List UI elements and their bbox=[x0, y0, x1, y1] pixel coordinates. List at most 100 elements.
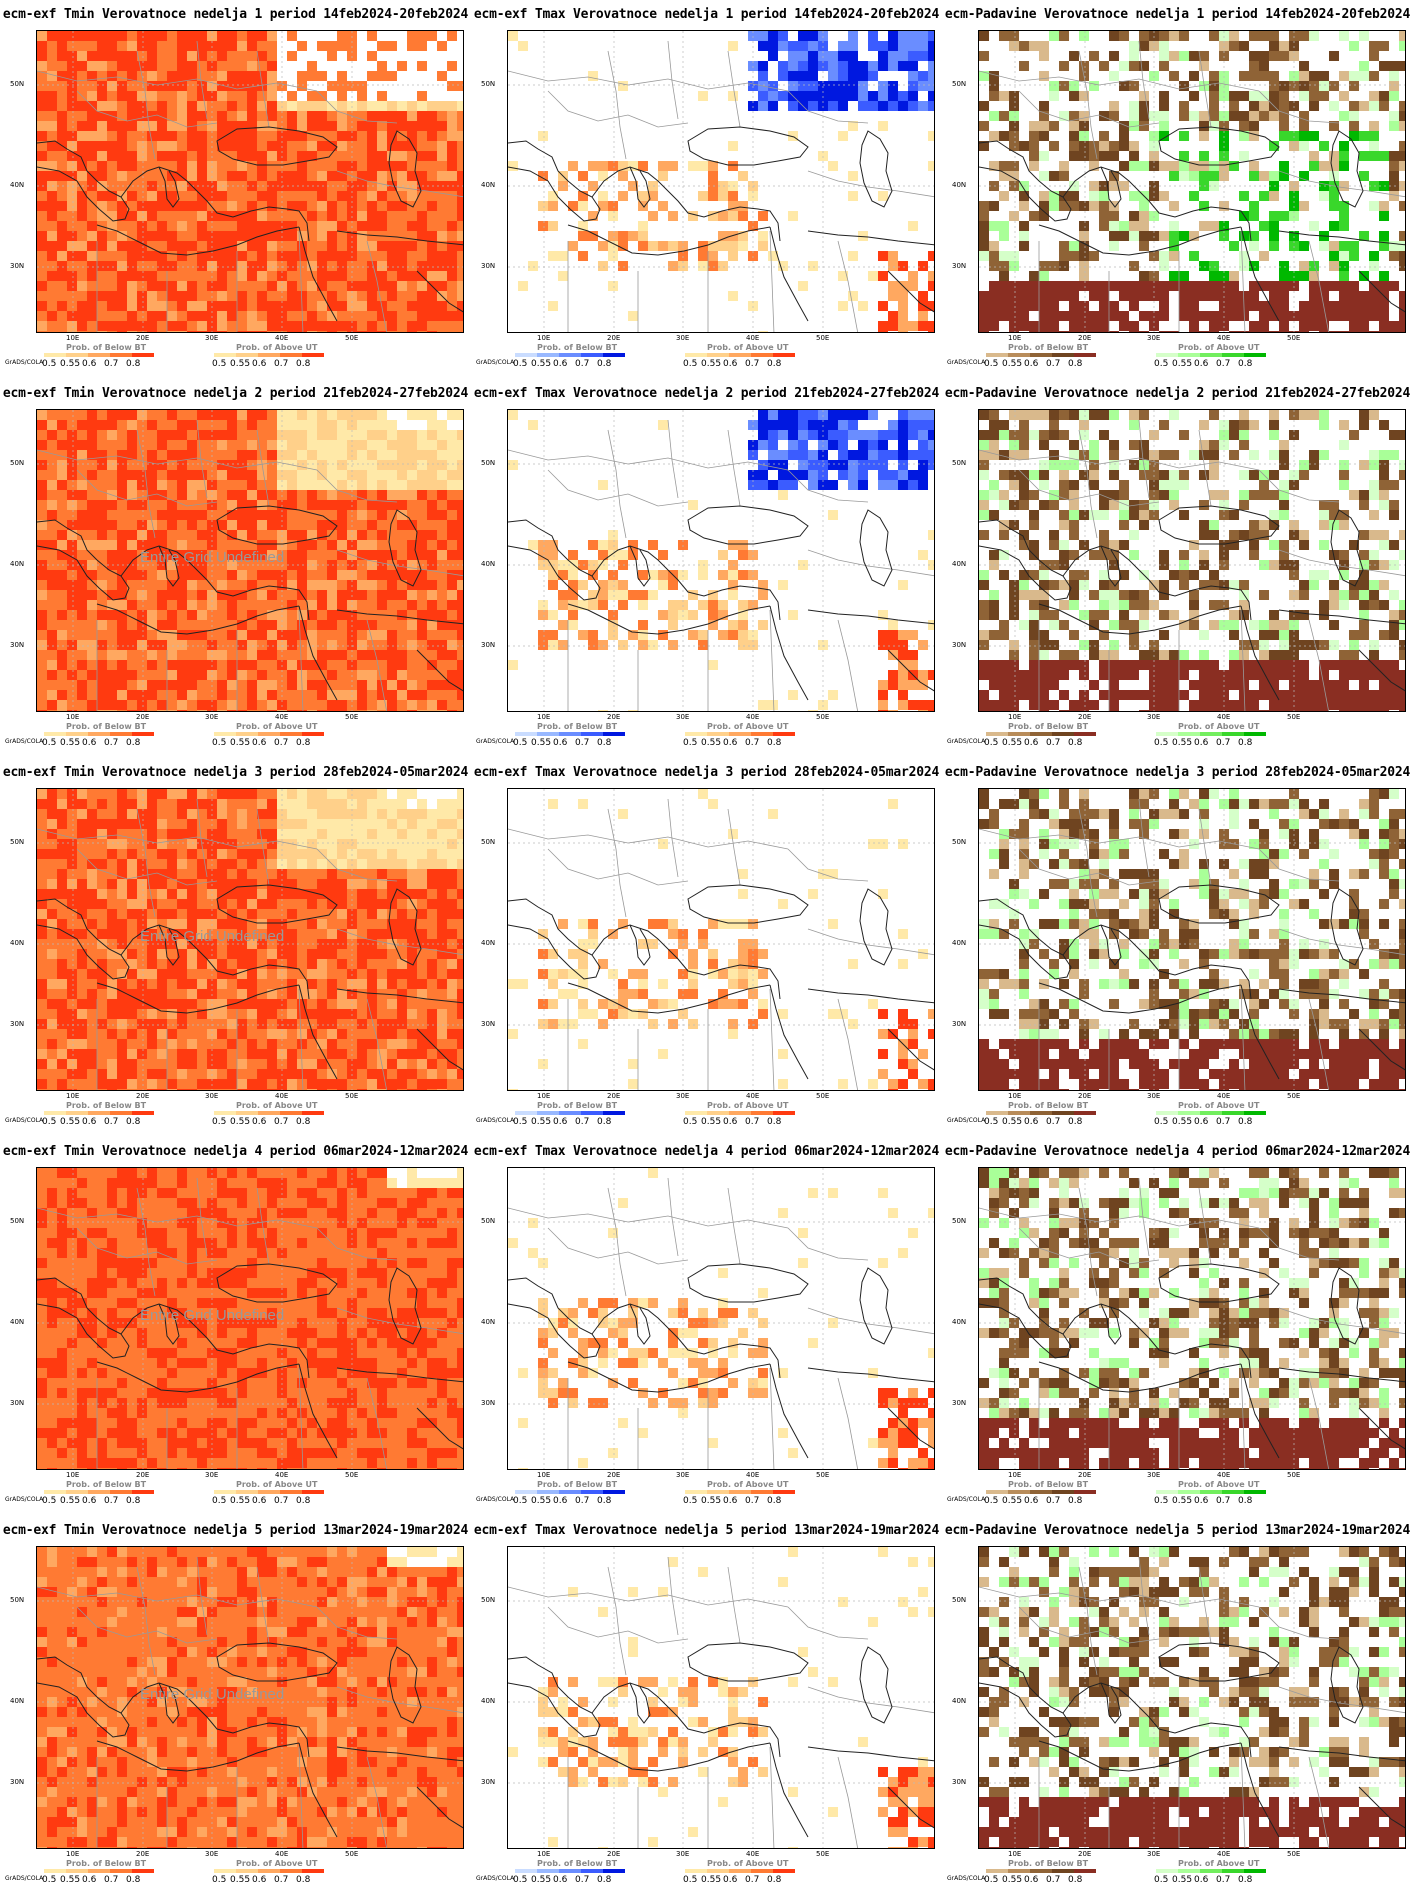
legend-swatch bbox=[1008, 1869, 1030, 1873]
legend-swatch bbox=[1030, 732, 1052, 736]
legend-tick-label: 0.6 bbox=[723, 1496, 738, 1506]
legend-tick-label: 0.5 bbox=[513, 738, 528, 748]
longitude-label: 10E bbox=[537, 1850, 551, 1858]
legend-swatch bbox=[707, 1869, 729, 1873]
longitude-label: 40E bbox=[746, 713, 760, 721]
latitude-label: 50N bbox=[481, 1596, 496, 1604]
map-field bbox=[37, 789, 463, 1090]
legend-ticks: 0.5 0.55 0.6 0.7 0.8 bbox=[683, 1875, 789, 1885]
longitude-label: 40E bbox=[746, 1471, 760, 1479]
legend-swatch bbox=[1074, 1490, 1096, 1494]
legend-swatch bbox=[214, 353, 236, 357]
longitude-label: 10E bbox=[66, 713, 80, 721]
legend-ticks: 0.5 0.55 0.6 0.7 0.8 bbox=[212, 1875, 318, 1885]
latitude-label: 30N bbox=[952, 641, 967, 649]
legend-tick-label: 0.7 bbox=[1046, 738, 1061, 748]
legend-swatch bbox=[1052, 353, 1074, 357]
legend-above: Prob. of Above UT 0.5 0.55 0.6 0.7 0.8 bbox=[683, 1859, 825, 1891]
legend-ticks: 0.5 0.55 0.6 0.7 0.8 bbox=[984, 1875, 1090, 1885]
longitude-label: 10E bbox=[1008, 1092, 1022, 1100]
legend-swatch bbox=[1244, 1869, 1266, 1873]
legend-swatch bbox=[1200, 732, 1222, 736]
longitude-label: 20E bbox=[1078, 1471, 1092, 1479]
latitude-label: 50N bbox=[481, 1217, 496, 1225]
legend-swatch bbox=[1008, 1490, 1030, 1494]
legend-tick-label: 0.55 bbox=[230, 1875, 251, 1885]
grads-credit: GrADS/COLA bbox=[947, 359, 986, 366]
legend-swatch bbox=[515, 1869, 537, 1873]
legend-tick-label: 0.7 bbox=[1216, 359, 1231, 369]
legend-swatch bbox=[1178, 353, 1200, 357]
legend-tick-label: 0.8 bbox=[1068, 1496, 1083, 1506]
grads-credit: GrADS/COLA bbox=[5, 1496, 44, 1503]
legend-tick-label: 0.6 bbox=[252, 359, 267, 369]
longitude-label: 10E bbox=[66, 1092, 80, 1100]
legend-tick-label: 0.7 bbox=[274, 738, 289, 748]
legend-below-title: Prob. of Below BT bbox=[66, 1101, 147, 1110]
legend-tick-label: 0.7 bbox=[104, 1117, 119, 1127]
legend-swatch bbox=[1178, 1490, 1200, 1494]
latitude-label: 30N bbox=[10, 262, 25, 270]
legend-swatch bbox=[773, 1869, 795, 1873]
legend-tick-label: 0.55 bbox=[531, 738, 552, 748]
legend-ticks: 0.5 0.55 0.6 0.7 0.8 bbox=[212, 738, 318, 748]
legend-tick-label: 0.7 bbox=[575, 1117, 590, 1127]
legend-tick-label: 0.7 bbox=[104, 1875, 119, 1885]
legend-swatch bbox=[1008, 1111, 1030, 1115]
legend-tick-label: 0.6 bbox=[1024, 359, 1039, 369]
legend-ticks: 0.5 0.55 0.6 0.7 0.8 bbox=[513, 1496, 619, 1506]
legend-tick-label: 0.7 bbox=[1046, 1496, 1061, 1506]
legend-ticks: 0.5 0.55 0.6 0.7 0.8 bbox=[42, 1496, 148, 1506]
legend-tick-label: 0.5 bbox=[212, 1875, 227, 1885]
legend-tick-label: 0.55 bbox=[1172, 1496, 1193, 1506]
latitude-label: 40N bbox=[10, 181, 25, 189]
legend-tick-label: 0.55 bbox=[60, 1117, 81, 1127]
legend-swatch bbox=[707, 353, 729, 357]
longitude-label: 50E bbox=[1287, 1092, 1301, 1100]
longitude-label: 10E bbox=[66, 1471, 80, 1479]
probability-map bbox=[507, 1167, 935, 1470]
probability-map bbox=[507, 1546, 935, 1849]
grads-credit: GrADS/COLA bbox=[947, 1875, 986, 1882]
legend-above: Prob. of Above UT 0.5 0.55 0.6 0.7 0.8 bbox=[1154, 343, 1296, 375]
legend-swatch bbox=[1030, 1490, 1052, 1494]
longitude-label: 50E bbox=[816, 1850, 830, 1858]
longitude-label: 20E bbox=[136, 1850, 150, 1858]
legend-tick-label: 0.7 bbox=[1216, 738, 1231, 748]
longitude-label: 40E bbox=[1217, 713, 1231, 721]
legend-swatch bbox=[1222, 1490, 1244, 1494]
longitude-label: 50E bbox=[345, 1092, 359, 1100]
map-field bbox=[979, 31, 1405, 332]
legend-swatch bbox=[236, 1111, 258, 1115]
legend-above: Prob. of Above UT 0.5 0.55 0.6 0.7 0.8 bbox=[1154, 1480, 1296, 1512]
legend-tick-label: 0.55 bbox=[1172, 359, 1193, 369]
legend-tick-label: 0.6 bbox=[1194, 1496, 1209, 1506]
longitude-label: 50E bbox=[1287, 1471, 1301, 1479]
longitude-label: 50E bbox=[816, 713, 830, 721]
legend-tick-label: 0.7 bbox=[575, 1496, 590, 1506]
panel-title: ecm-exf Tmin Verovatnoce nedelja 2 perio… bbox=[2, 386, 469, 401]
longitude-label: 20E bbox=[1078, 713, 1092, 721]
legend-swatch bbox=[88, 1490, 110, 1494]
legend-tick-label: 0.5 bbox=[1154, 1875, 1169, 1885]
legend-swatch bbox=[66, 353, 88, 357]
longitude-label: 40E bbox=[275, 713, 289, 721]
legend-tick-label: 0.55 bbox=[701, 1496, 722, 1506]
map-field bbox=[979, 1547, 1405, 1848]
legend-tick-label: 0.8 bbox=[597, 1496, 612, 1506]
legend-tick-label: 0.8 bbox=[597, 1117, 612, 1127]
legend-tick-label: 0.6 bbox=[82, 738, 97, 748]
legend-swatch bbox=[581, 1490, 603, 1494]
legend-swatch bbox=[685, 1869, 707, 1873]
longitude-label: 20E bbox=[136, 713, 150, 721]
probability-map bbox=[507, 30, 935, 333]
legend-tick-label: 0.55 bbox=[230, 738, 251, 748]
panel-title: ecm-exf Tmax Verovatnoce nedelja 5 perio… bbox=[473, 1523, 940, 1538]
legend-tick-label: 0.55 bbox=[60, 1496, 81, 1506]
legend-tick-label: 0.7 bbox=[745, 1875, 760, 1885]
legend-ticks: 0.5 0.55 0.6 0.7 0.8 bbox=[1154, 359, 1260, 369]
legend-swatch bbox=[773, 1111, 795, 1115]
legend-swatch bbox=[537, 1111, 559, 1115]
grads-credit: GrADS/COLA bbox=[476, 1117, 515, 1124]
legend-tick-label: 0.55 bbox=[1002, 738, 1023, 748]
